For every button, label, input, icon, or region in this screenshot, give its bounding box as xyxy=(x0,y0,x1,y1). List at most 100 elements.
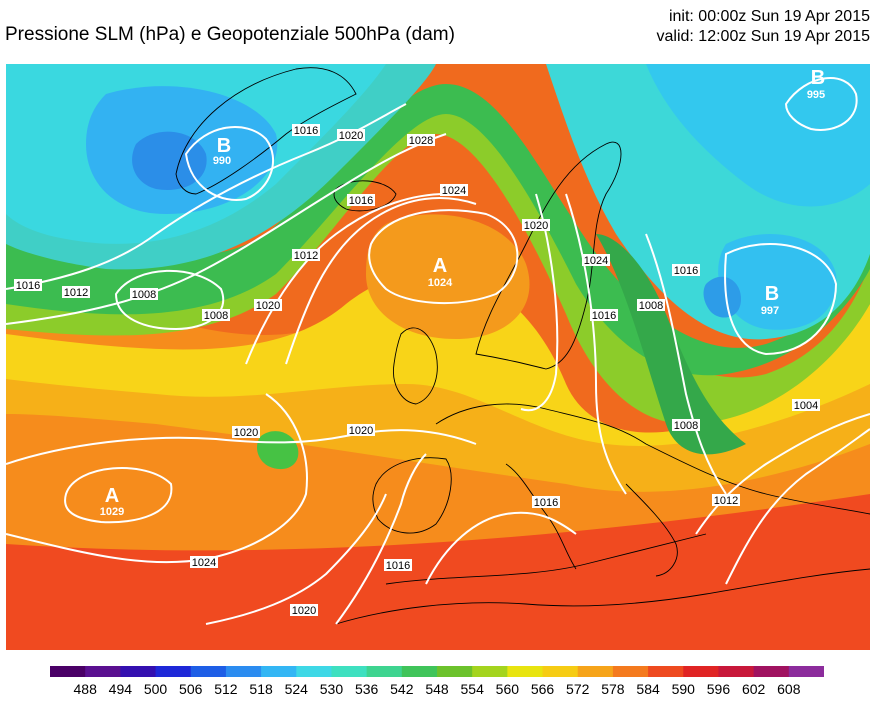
colorbar-tick-label: 518 xyxy=(249,681,273,697)
isobar-label: 1016 xyxy=(674,265,698,277)
colorbar-swatch xyxy=(788,666,824,677)
colorbar-swatch xyxy=(190,666,227,677)
colorbar-swatch xyxy=(261,666,297,677)
colorbar-ticks: 488 494 500 506 512 518 524 530 536 542 548 554 560 5… xyxy=(74,681,801,697)
weather-map: 1016 1012 1008 1008 1016 1020 1028 1024 1016 1012… xyxy=(6,64,870,650)
colorbar-swatch xyxy=(331,666,368,677)
svg-text:990: 990 xyxy=(213,155,231,167)
colorbar-swatch xyxy=(648,666,684,677)
isobar-label-bg xyxy=(672,419,700,431)
colorbar-swatch xyxy=(612,666,649,677)
colorbar-tick-label: 608 xyxy=(777,681,801,697)
isobar-label-bg xyxy=(190,556,218,568)
svg-text:995: 995 xyxy=(807,89,825,101)
colorbar-tick-label: 536 xyxy=(355,681,379,697)
isobar-label: 1020 xyxy=(234,427,258,439)
colorbar-tick-label: 584 xyxy=(636,681,660,697)
isobar-label: 1012 xyxy=(714,495,738,507)
isobars xyxy=(6,77,870,625)
isobar-label-bg xyxy=(337,129,365,141)
colorbar-tick-label: 566 xyxy=(531,681,555,697)
isobar-label-bg xyxy=(522,219,550,231)
colorbar-tick-label: 524 xyxy=(285,681,309,697)
isobar-label-bg xyxy=(792,399,820,411)
isobar-label-bg xyxy=(672,264,700,276)
svg-text:B: B xyxy=(811,67,825,89)
colorbar-swatch xyxy=(225,666,262,677)
isobar-label: 1016 xyxy=(386,560,410,572)
isobar-label: 1016 xyxy=(16,280,40,292)
isobar-label: 1020 xyxy=(292,605,316,617)
isobar-label-bg xyxy=(407,134,435,146)
colorbar-swatch xyxy=(155,666,192,677)
geopotential-field xyxy=(6,64,870,650)
colorbar-swatch xyxy=(366,666,403,677)
isobar-label-bg xyxy=(292,249,320,261)
svg-text:997: 997 xyxy=(761,305,779,317)
colorbar-swatches xyxy=(50,666,824,677)
isobar-label: 1008 xyxy=(639,300,663,312)
colorbar-tick-label: 572 xyxy=(566,681,590,697)
svg-text:1024: 1024 xyxy=(428,277,453,289)
isobar-label-bg xyxy=(254,299,282,311)
low-center-greenland: B 990 xyxy=(213,135,231,167)
isobar-label: 1024 xyxy=(584,255,608,267)
colorbar-tick-label: 542 xyxy=(390,681,414,697)
init-time: init: 00:00z Sun 19 Apr 2015 xyxy=(668,8,870,25)
isobar-label-bg xyxy=(582,254,610,266)
low-center-russia: B 997 xyxy=(761,283,779,317)
svg-text:A: A xyxy=(433,255,447,277)
coastlines xyxy=(175,67,870,625)
isobar-label: 1024 xyxy=(442,185,466,197)
colorbar-tick-label: 530 xyxy=(320,681,344,697)
colorbar-swatch xyxy=(120,666,157,677)
pressure-centers: B 990 A 1024 B 995 B 997 A 1029 xyxy=(100,67,825,518)
colorbar-swatch xyxy=(50,666,86,677)
isobar-label: 1024 xyxy=(192,557,216,569)
isobar-label-bg xyxy=(590,309,618,321)
isobar-label-bg xyxy=(712,494,740,506)
svg-text:B: B xyxy=(765,283,779,305)
colorbar: 488 494 500 506 512 518 524 530 536 542 548 554 560 5… xyxy=(50,666,824,697)
colorbar-tick-label: 590 xyxy=(672,681,696,697)
colorbar-swatch xyxy=(753,666,790,677)
colorbar-tick-label: 554 xyxy=(461,681,485,697)
isobar-label: 1016 xyxy=(294,125,318,137)
isobar-label: 1012 xyxy=(294,250,318,262)
colorbar-swatch xyxy=(472,666,508,677)
isobar-label-bg xyxy=(637,299,665,311)
colorbar-swatch xyxy=(85,666,121,677)
colorbar-tick-label: 488 xyxy=(74,681,98,697)
isobar-label-bg xyxy=(62,286,90,298)
colorbar-tick-label: 578 xyxy=(601,681,625,697)
high-center-north-sea: A 1024 xyxy=(428,255,453,289)
isobar-label-bg xyxy=(384,559,412,571)
isobar-label: 1016 xyxy=(534,497,558,509)
colorbar-tick-label: 596 xyxy=(707,681,731,697)
low-center-northeast: B 995 xyxy=(807,67,825,101)
colorbar-swatch xyxy=(718,666,755,677)
colorbar-tick-label: 548 xyxy=(425,681,449,697)
map-title: Pressione SLM (hPa) e Geopotenziale 500h… xyxy=(5,24,455,45)
isobar-label-bg xyxy=(347,194,375,206)
colorbar-swatch xyxy=(507,666,544,677)
isobar-label-bg xyxy=(440,184,468,196)
colorbar-swatch xyxy=(577,666,614,677)
isobar-label-bg xyxy=(14,279,42,291)
isobar-label: 1016 xyxy=(349,195,373,207)
isobar-label: 1020 xyxy=(256,300,280,312)
colorbar-swatch xyxy=(401,666,438,677)
isobar-label-bg xyxy=(347,424,375,436)
colorbar-swatch xyxy=(542,666,579,677)
svg-text:B: B xyxy=(217,135,231,157)
isobar-label: 1016 xyxy=(592,310,616,322)
isobar-label: 1008 xyxy=(204,310,228,322)
colorbar-tick-label: 494 xyxy=(109,681,133,697)
isobar-label-bg xyxy=(130,288,158,300)
isobar-label: 1008 xyxy=(674,420,698,432)
isobar-labels: 1016 1012 1008 1008 1016 1020 1028 1024 1016 1012… xyxy=(14,124,820,617)
colorbar-tick-label: 500 xyxy=(144,681,168,697)
isobar-label-bg xyxy=(532,496,560,508)
run-info: init: 00:00z Sun 19 Apr 2015 valid: 12:0… xyxy=(657,7,871,47)
isobar-label: 1020 xyxy=(524,220,548,232)
